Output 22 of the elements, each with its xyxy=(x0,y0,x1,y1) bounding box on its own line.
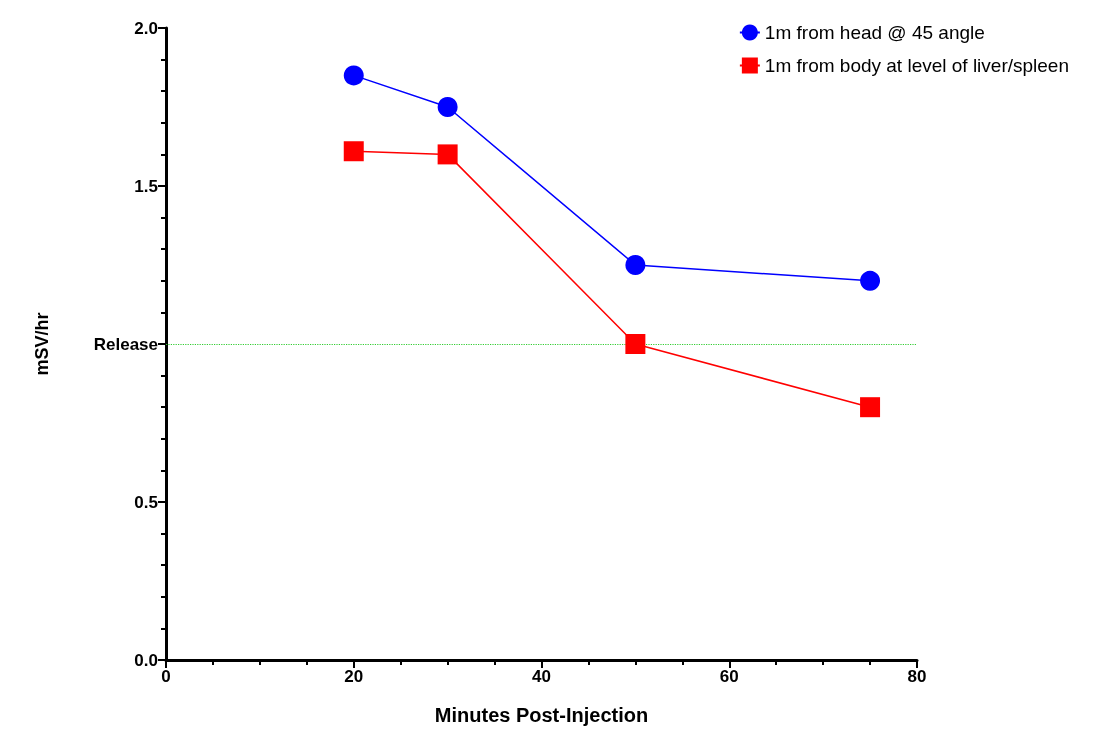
point xyxy=(625,334,646,354)
x-tick-label: 80 xyxy=(907,667,927,686)
y-tick-label: 0.0 xyxy=(134,650,158,670)
x-tick-label: 40 xyxy=(532,667,551,686)
legend-label: 1m from head @ 45 angle xyxy=(764,22,985,43)
y-axis-title: mSV/hr xyxy=(32,312,52,376)
point xyxy=(437,97,458,117)
point xyxy=(343,141,364,162)
point xyxy=(343,65,364,86)
y-tick-label: 1.5 xyxy=(134,176,158,196)
x-axis-title: Minutes Post-Injection xyxy=(434,704,649,726)
x-tick-label: 60 xyxy=(719,667,739,686)
y-tick-label: 0.5 xyxy=(134,492,158,512)
x-tick-label: 20 xyxy=(344,667,364,686)
y-tick-label: Release xyxy=(93,334,158,354)
point xyxy=(437,144,458,165)
point xyxy=(860,397,881,418)
point xyxy=(625,255,646,275)
legend-label: 1m from body at level of liver/spleen xyxy=(764,55,1069,76)
point xyxy=(860,270,881,291)
x-tick-label: 0 xyxy=(161,667,171,686)
y-tick-label: 2.0 xyxy=(134,18,158,38)
